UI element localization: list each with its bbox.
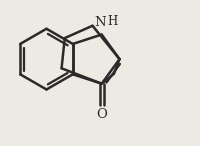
Text: H: H	[107, 15, 117, 28]
Text: O: O	[96, 108, 107, 121]
Text: N: N	[94, 16, 106, 29]
